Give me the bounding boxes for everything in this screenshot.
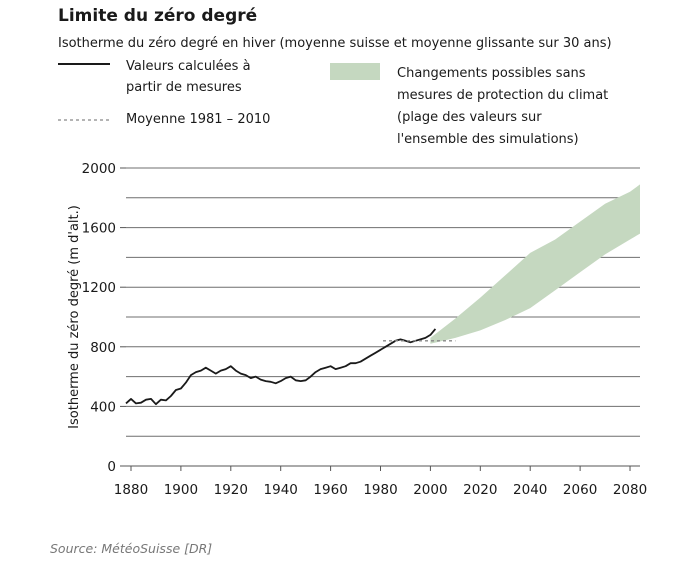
y-tick-label-1200: 1200 (82, 280, 116, 296)
y-tick-label-2000: 2000 (82, 161, 116, 177)
legend-label-measured-1: Valeurs calculées à (126, 59, 251, 74)
legend-dashed-line (58, 119, 110, 121)
y-tick-label-800: 800 (90, 340, 116, 356)
x-tick-label-1960: 1960 (313, 482, 347, 498)
x-tick-label-2060: 2060 (563, 482, 597, 498)
chart-title: Limite du zéro degré (58, 6, 258, 26)
x-tick-label-2000: 2000 (413, 482, 447, 498)
legend-label-measured-2: partir de mesures (126, 80, 242, 95)
x-tick-label-1880: 1880 (114, 482, 148, 498)
legend-label-mean: Moyenne 1981 – 2010 (126, 112, 271, 127)
y-axis-label: Isotherme du zéro degré (m d'alt.) (67, 205, 82, 429)
legend-solid-line (58, 63, 110, 65)
y-tick-label-1600: 1600 (82, 221, 116, 237)
y-tick-label-400: 400 (90, 399, 116, 415)
x-tick-label-1900: 1900 (164, 482, 198, 498)
legend-label-band-4: l'ensemble des simulations) (397, 132, 579, 147)
projection-band (430, 184, 640, 344)
x-tick-label-1940: 1940 (264, 482, 298, 498)
x-tick-label-2040: 2040 (513, 482, 547, 498)
x-tick-label-2020: 2020 (463, 482, 497, 498)
x-tick-label-2080: 2080 (613, 482, 647, 498)
legend-label-band-1: Changements possibles sans (397, 66, 586, 81)
legend-label-band-3: (plage des valeurs sur (397, 110, 542, 125)
source-note: Source: MétéoSuisse [DR] (50, 541, 213, 556)
x-tick-label-1920: 1920 (214, 482, 248, 498)
series-measured-line (125, 328, 437, 406)
y-tick-label-0: 0 (107, 459, 116, 475)
chart-subtitle: Isotherme du zéro degré en hiver (moyenn… (58, 36, 612, 51)
x-tick-label-1980: 1980 (363, 482, 397, 498)
legend-band-swatch (330, 63, 380, 80)
legend-label-band-2: mesures de protection du climat (397, 88, 609, 103)
